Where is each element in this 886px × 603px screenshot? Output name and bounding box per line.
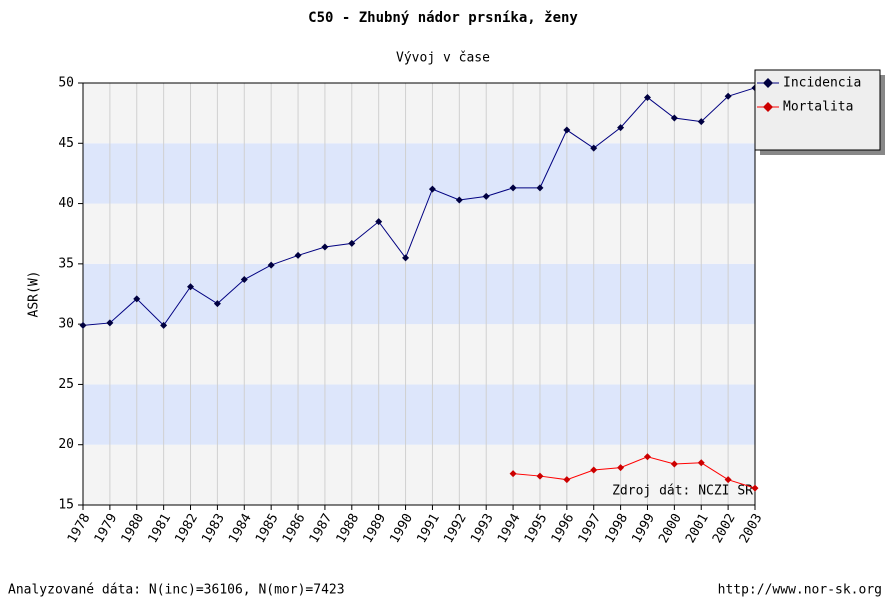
data-point: [240, 276, 248, 284]
grid-band: [83, 143, 755, 204]
x-tick-label: 1980: [119, 511, 148, 546]
data-point: [267, 261, 275, 269]
x-tick-label: 1994: [495, 511, 524, 546]
data-point: [428, 185, 436, 193]
x-tick-label: 1990: [387, 511, 416, 546]
grid-band: [83, 384, 755, 445]
data-point: [563, 126, 571, 134]
x-tick-label: 1983: [199, 511, 228, 546]
y-tick-label: 40: [58, 196, 74, 211]
series-line: [82, 87, 756, 327]
series-line: [513, 456, 756, 489]
data-point: [321, 243, 329, 251]
data-point: [402, 254, 410, 262]
data-point: [294, 251, 302, 259]
chart-title: C50 - Zhubný nádor prsníka, ženy: [308, 10, 578, 26]
x-tick-label: 2001: [683, 511, 712, 546]
x-tick-label: 1982: [172, 511, 201, 546]
y-tick-label: 20: [58, 437, 74, 452]
data-point: [751, 484, 759, 492]
y-tick-label: 30: [58, 317, 74, 332]
data-point: [160, 321, 168, 329]
y-tick-label: 35: [58, 256, 74, 271]
annotation: Zdroj dát: NCZI SR: [612, 484, 753, 499]
data-point: [617, 124, 625, 132]
y-tick-label: 50: [58, 76, 74, 91]
data-point: [187, 283, 195, 291]
data-point: [643, 93, 651, 101]
data-point: [79, 321, 87, 329]
y-tick-label: 45: [58, 136, 74, 151]
grid-band: [83, 444, 755, 505]
data-point: [213, 300, 221, 308]
x-tick-label: 1986: [280, 511, 309, 546]
data-point: [375, 218, 383, 226]
data-point: [563, 476, 571, 484]
grid-band: [83, 203, 755, 264]
data-point: [482, 192, 490, 200]
legend-label: Mortalita: [783, 100, 853, 115]
data-point: [724, 92, 732, 100]
data-point: [509, 184, 517, 192]
x-tick-label: 1979: [92, 511, 121, 546]
legend-marker: [763, 102, 773, 112]
data-point: [697, 118, 705, 126]
y-axis-label: ASR(W): [27, 271, 42, 318]
x-tick-label: 1996: [549, 511, 578, 546]
data-point: [670, 114, 678, 122]
x-tick-label: 1998: [602, 511, 631, 546]
legend-label: Incidencia: [783, 76, 861, 91]
y-tick-label: 15: [58, 498, 74, 513]
data-point: [455, 196, 463, 204]
x-tick-label: 2000: [656, 511, 685, 546]
data-point: [643, 453, 651, 461]
x-tick-label: 1999: [629, 511, 658, 546]
x-tick-label: 1997: [576, 511, 605, 546]
data-point: [133, 295, 141, 303]
data-point: [536, 184, 544, 192]
x-tick-label: 1993: [468, 511, 497, 546]
x-tick-label: 1988: [334, 511, 363, 546]
chart-subtitle: Vývoj v čase: [396, 51, 490, 66]
data-point: [670, 460, 678, 468]
data-point: [724, 476, 732, 484]
legend-marker: [763, 78, 773, 88]
plot-frame: [82, 82, 756, 506]
data-point: [509, 470, 517, 478]
grid-band: [83, 263, 755, 325]
grid-band: [83, 324, 755, 385]
data-point: [536, 472, 544, 480]
x-tick-label: 2002: [710, 511, 739, 546]
y-tick-label: 25: [58, 377, 74, 392]
data-point: [106, 319, 114, 327]
x-tick-label: 1989: [361, 511, 390, 546]
data-point: [590, 144, 598, 152]
footer-left: Analyzované dáta: N(inc)=36106, N(mor)=7…: [8, 583, 345, 598]
x-tick-label: 1984: [226, 511, 255, 546]
x-tick-label: 2003: [737, 511, 766, 546]
x-tick-label: 1978: [65, 511, 94, 546]
data-point: [590, 466, 598, 474]
data-point: [617, 464, 625, 472]
x-tick-label: 1981: [145, 511, 174, 546]
footer-right: http://www.nor-sk.org: [718, 583, 882, 598]
grid-band: [83, 83, 755, 144]
x-tick-label: 1991: [414, 511, 443, 546]
x-tick-label: 1992: [441, 511, 470, 546]
data-point: [348, 239, 356, 247]
x-tick-label: 1995: [522, 511, 551, 546]
data-point: [697, 459, 705, 467]
x-tick-label: 1985: [253, 511, 282, 546]
x-tick-label: 1987: [307, 511, 336, 546]
